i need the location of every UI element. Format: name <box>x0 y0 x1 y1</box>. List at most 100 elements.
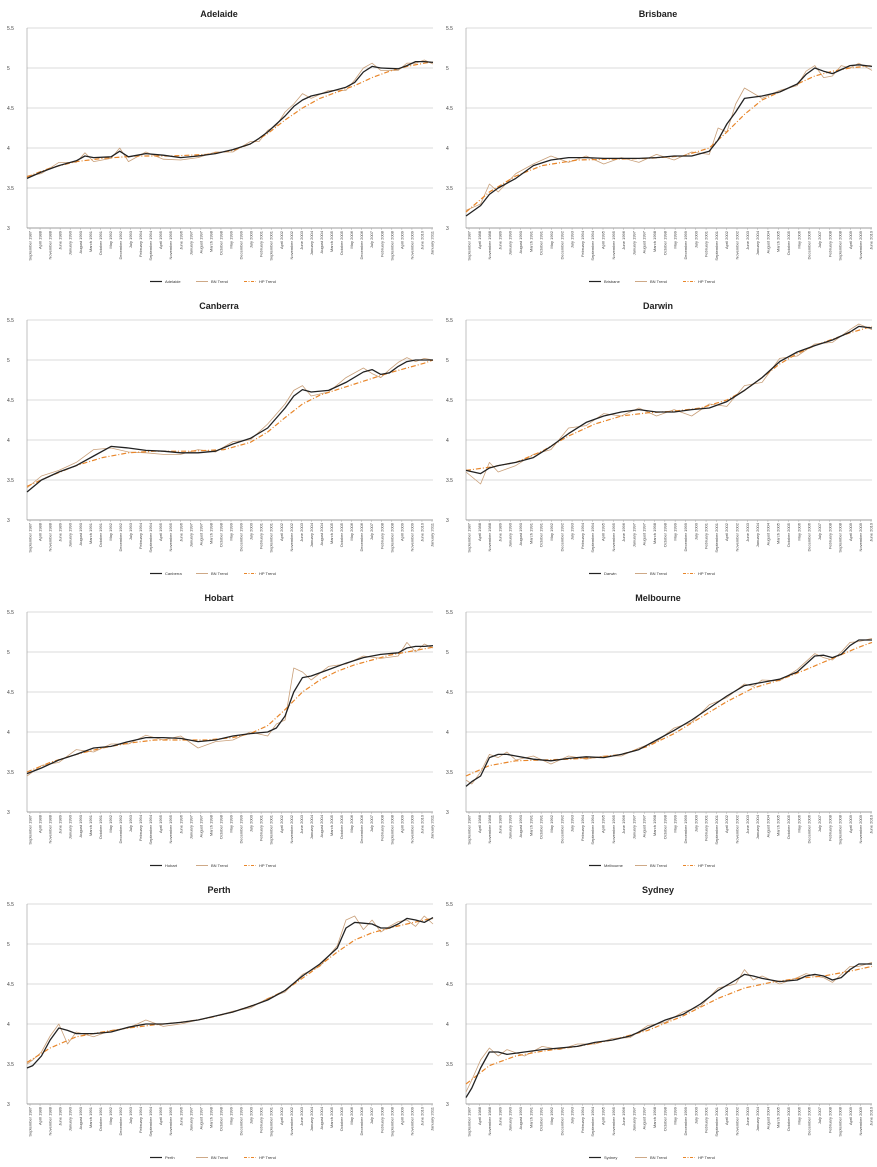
x-tick-label: June 2003 <box>299 522 304 541</box>
x-tick-label: August 2004 <box>765 814 770 837</box>
x-tick-label: September 1987 <box>28 522 33 552</box>
legend-item-hp-trend: HP Trend <box>683 1155 715 1160</box>
x-tick-label: September 1987 <box>467 522 472 552</box>
x-tick-label: June 1989 <box>497 230 502 249</box>
legend-item-bn-trend: BN Trend <box>196 1155 228 1160</box>
x-tick-label: December 1992 <box>118 814 123 843</box>
x-tick-label: May 2006 <box>796 522 801 540</box>
y-tick-label: 3.5 <box>446 770 453 776</box>
x-tick-label: November 2002 <box>289 230 294 259</box>
legend-label: Brisbane <box>604 279 621 284</box>
x-tick-label: April 1995 <box>158 814 163 833</box>
legend-label: Hobart <box>165 863 178 868</box>
y-tick-label: 5.5 <box>446 26 453 32</box>
x-tick-label: January 2004 <box>755 1106 760 1131</box>
x-tick-label: February 1994 <box>580 1106 585 1133</box>
x-tick-label: October 1998 <box>218 1106 223 1131</box>
y-tick-label: 4 <box>446 438 449 444</box>
y-tick-label: 3 <box>7 1102 10 1108</box>
chart-svg: Canberra 3 3.5 4 4.5 5 5.5 September 1987 April … <box>7 301 435 576</box>
x-tick-label: March 2005 <box>776 814 781 836</box>
x-tick-label: March 1991 <box>88 1106 93 1128</box>
x-tick-label: October 1991 <box>539 230 544 255</box>
x-tick-label: September 1994 <box>590 1106 595 1136</box>
x-tick-label: August 1997 <box>642 522 647 545</box>
legend-item-bn-trend: BN Trend <box>635 571 667 576</box>
x-tick-label: March 2005 <box>329 1106 334 1128</box>
x-tick-label: June 2003 <box>745 1106 750 1125</box>
x-tick-label: December 2006 <box>807 522 812 551</box>
x-tick-label: June 2010 <box>869 522 874 541</box>
x-tick-label: September 2008 <box>838 814 843 844</box>
chart-svg: Brisbane 3 3.5 4 4.5 5 5.5 September 1987 April … <box>446 9 874 284</box>
legend-label: HP Trend <box>698 571 715 576</box>
y-tick-label: 5 <box>446 650 449 656</box>
y-tick-label: 3.5 <box>7 186 14 192</box>
x-tick-label: December 2006 <box>359 522 364 551</box>
x-tick-label: January 2004 <box>755 814 760 839</box>
legend-label: HP Trend <box>259 1155 276 1160</box>
x-tick-label: July 2007 <box>369 814 374 832</box>
x-tick-label: October 1998 <box>662 814 667 839</box>
x-tick-label: September 2001 <box>269 814 274 844</box>
x-tick-label: September 2001 <box>269 522 274 552</box>
x-tick-label: November 2002 <box>735 1106 740 1135</box>
x-tick-label: February 1994 <box>138 814 143 841</box>
legend-label: BN Trend <box>650 571 667 576</box>
legend-item-bn-trend: BN Trend <box>635 863 667 868</box>
x-tick-label: July 2000 <box>249 814 254 832</box>
x-tick-label: April 2002 <box>724 230 729 249</box>
x-tick-label: January 2004 <box>755 522 760 547</box>
legend-label: Sydney <box>604 1155 617 1160</box>
x-tick-label: August 1990 <box>78 814 83 837</box>
x-tick-label: March 1998 <box>208 230 213 252</box>
x-tick-label: June 2003 <box>299 1106 304 1125</box>
x-tick-label: March 1998 <box>652 230 657 252</box>
x-tick-label: September 1987 <box>467 230 472 260</box>
x-tick-label: January 2011 <box>430 522 435 547</box>
y-tick-label: 4 <box>7 438 10 444</box>
x-tick-label: March 1991 <box>88 230 93 252</box>
x-tick-label: September 1994 <box>590 230 595 260</box>
y-tick-label: 4 <box>446 1022 449 1028</box>
x-tick-label: October 1991 <box>98 1106 103 1131</box>
y-tick-label: 5.5 <box>7 610 14 616</box>
x-tick-label: December 1992 <box>559 230 564 259</box>
x-tick-label: May 1992 <box>108 1106 113 1124</box>
x-tick-label: April 2002 <box>279 522 284 541</box>
x-tick-label: December 1999 <box>683 814 688 843</box>
x-tick-label: March 2005 <box>329 230 334 252</box>
legend-item-hp-trend: HP Trend <box>244 571 276 576</box>
chart-panel-brisbane: Brisbane 3 3.5 4 4.5 5 5.5 September 1987 April … <box>439 0 877 291</box>
x-tick-label: February 2001 <box>704 522 709 549</box>
x-tick-label: March 1998 <box>208 1106 213 1128</box>
x-tick-label: November 1995 <box>611 1106 616 1135</box>
x-tick-label: March 2005 <box>776 1106 781 1128</box>
x-tick-label: April 2002 <box>724 814 729 833</box>
y-tick-label: 4 <box>446 146 449 152</box>
x-tick-label: August 2004 <box>319 1106 324 1129</box>
legend-label: BN Trend <box>211 571 228 576</box>
y-tick-label: 5.5 <box>446 610 453 616</box>
chart-panel-canberra: Canberra 3 3.5 4 4.5 5 5.5 September 1987 April … <box>0 292 438 583</box>
y-tick-label: 3 <box>7 810 10 816</box>
x-tick-label: November 1988 <box>48 814 53 843</box>
x-tick-label: May 2006 <box>349 230 354 248</box>
legend-item-adelaide: Adelaide <box>150 279 181 284</box>
x-tick-label: August 1990 <box>518 814 523 837</box>
x-tick-label: March 2005 <box>776 522 781 544</box>
x-tick-label: November 2009 <box>858 522 863 551</box>
y-tick-label: 3 <box>446 1102 449 1108</box>
y-tick-label: 4.5 <box>446 106 453 112</box>
x-tick-label: May 1999 <box>673 814 678 832</box>
x-tick-label: July 2007 <box>817 522 822 540</box>
chart-panel-adelaide: Adelaide 3 3.5 4 4.5 5 5.5 September 1987 April … <box>0 0 438 291</box>
x-tick-label: April 2002 <box>724 522 729 541</box>
x-tick-label: June 2010 <box>419 230 424 249</box>
x-tick-label: September 2008 <box>389 230 394 260</box>
x-tick-label: August 1990 <box>78 522 83 545</box>
x-tick-label: August 2004 <box>765 1106 770 1129</box>
x-tick-label: September 2008 <box>838 230 843 260</box>
legend-item-melbourne: Melbourne <box>589 863 624 868</box>
x-tick-label: May 2006 <box>796 814 801 832</box>
